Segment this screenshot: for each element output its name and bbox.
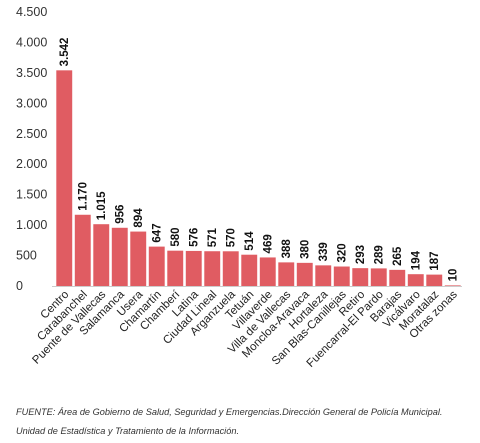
bar <box>222 251 239 286</box>
value-label: 265 <box>392 246 404 266</box>
source-note: FUENTE: Área de Gobierno de Salud, Segur… <box>16 407 443 436</box>
bar <box>167 250 184 286</box>
bar <box>296 262 313 286</box>
y-tick-label: 4.500 <box>16 5 47 19</box>
bar <box>333 266 350 286</box>
bar <box>111 227 128 286</box>
bar <box>74 214 91 286</box>
y-tick-label: 3.000 <box>16 96 47 110</box>
y-tick-label: 4.000 <box>16 35 47 49</box>
value-label: 580 <box>170 227 182 246</box>
bar <box>389 269 406 286</box>
bar <box>444 285 461 287</box>
value-label: 388 <box>281 239 293 259</box>
value-label: 289 <box>374 245 386 264</box>
bar <box>241 254 258 286</box>
bar <box>278 262 295 286</box>
value-label: 380 <box>300 240 312 259</box>
value-label: 956 <box>115 205 127 224</box>
bar <box>148 246 165 286</box>
bar <box>370 268 387 286</box>
value-label: 1.170 <box>78 182 90 211</box>
value-label: 187 <box>429 251 441 270</box>
value-label: 339 <box>318 242 330 261</box>
bar <box>426 274 443 286</box>
value-label: 293 <box>355 245 367 264</box>
bar <box>352 268 369 286</box>
bars <box>56 70 461 287</box>
bar <box>315 265 332 286</box>
y-axis-ticks: 0 500 1.000 1.500 2.000 2.500 3.000 3.500 4.000 4… <box>16 5 47 293</box>
value-label: 469 <box>263 234 275 253</box>
value-label: 894 <box>133 208 145 228</box>
bar <box>130 231 147 286</box>
y-tick-label: 2.500 <box>16 127 47 141</box>
bar <box>93 224 110 286</box>
bar <box>259 257 276 286</box>
bar <box>185 250 202 286</box>
y-tick-label: 1.500 <box>16 188 47 202</box>
y-tick-label: 3.500 <box>16 66 47 80</box>
bar-chart: 0 500 1.000 1.500 2.000 2.500 3.000 3.500 4.000 4… <box>16 5 462 370</box>
value-label: 576 <box>189 228 201 247</box>
value-label: 320 <box>337 243 349 262</box>
y-tick-label: 2.000 <box>16 157 47 171</box>
y-tick-label: 1.000 <box>16 218 47 232</box>
bar <box>204 251 221 286</box>
value-label: 514 <box>244 231 256 251</box>
y-tick-label: 500 <box>16 249 37 263</box>
bar <box>56 70 73 286</box>
value-label: 3.542 <box>59 38 71 67</box>
value-label: 1.015 <box>96 191 108 220</box>
value-label: 571 <box>207 227 219 247</box>
value-label: 10 <box>448 269 460 282</box>
bar <box>407 274 424 286</box>
value-labels: 3.542 1.170 1.015 956 894 647 580 576 571 570 514 4… <box>59 38 460 282</box>
value-label: 647 <box>152 223 164 242</box>
y-tick-label: 0 <box>16 279 23 293</box>
value-label: 194 <box>411 250 423 270</box>
value-label: 570 <box>226 228 238 247</box>
